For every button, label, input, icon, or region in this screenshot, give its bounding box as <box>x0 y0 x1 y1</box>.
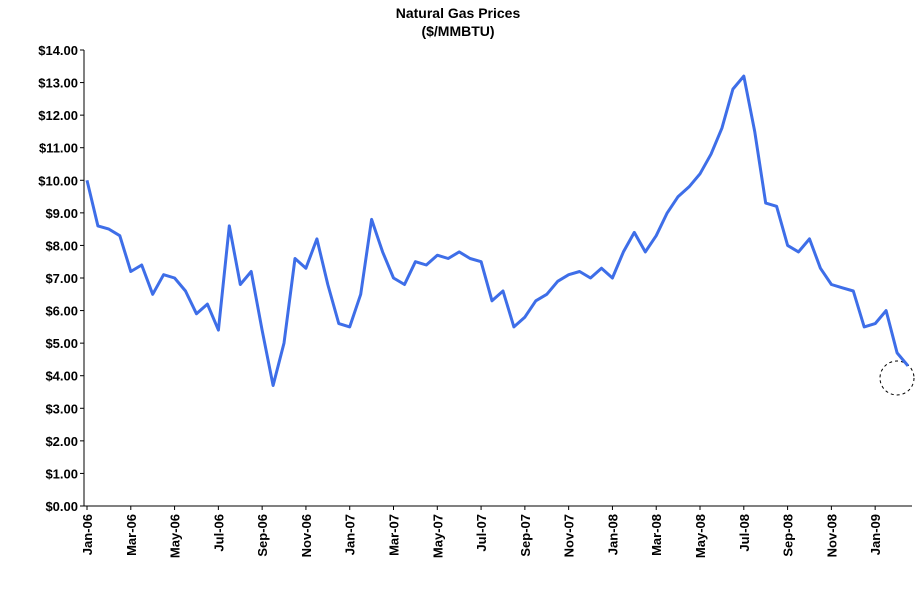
y-tick-label: $5.00 <box>45 336 78 351</box>
y-tick-label: $9.00 <box>45 206 78 221</box>
y-tick-label: $6.00 <box>45 304 78 319</box>
y-tick-label: $2.00 <box>45 434 78 449</box>
x-tick-label: May-08 <box>693 514 708 558</box>
price-line <box>85 74 910 387</box>
x-tick-label: Sep-08 <box>781 514 796 557</box>
x-tick-label: Sep-07 <box>518 514 533 557</box>
x-tick-label: Sep-06 <box>255 514 270 557</box>
chart-title: Natural Gas Prices <box>396 5 521 21</box>
x-tick-label: May-07 <box>430 514 445 558</box>
highlight-circle <box>879 360 915 396</box>
chart-subtitle: ($/MMBTU) <box>421 23 494 39</box>
y-tick-label: $3.00 <box>45 401 78 416</box>
x-tick-label: Nov-06 <box>299 514 314 557</box>
y-tick-label: $4.00 <box>45 369 78 384</box>
x-tick-label: Jul-07 <box>474 514 489 552</box>
x-tick-label: Mar-08 <box>649 514 664 556</box>
x-tick-label: Jan-07 <box>343 514 358 555</box>
y-tick-label: $0.00 <box>45 499 78 514</box>
x-tick-label: Nov-07 <box>562 514 577 557</box>
y-tick-label: $8.00 <box>45 238 78 253</box>
y-tick-label: $14.00 <box>38 43 78 58</box>
x-tick-label: Jul-08 <box>737 514 752 552</box>
y-tick-label: $10.00 <box>38 173 78 188</box>
y-tick-label: $13.00 <box>38 76 78 91</box>
x-tick-label: Jan-08 <box>605 514 620 555</box>
y-tick-label: $1.00 <box>45 466 78 481</box>
x-tick-label: Jul-06 <box>211 514 226 552</box>
y-tick-label: $7.00 <box>45 271 78 286</box>
x-tick-label: Jan-09 <box>868 514 883 555</box>
x-tick-label: May-06 <box>168 514 183 558</box>
y-tick-label: $11.00 <box>39 141 78 156</box>
x-tick-label: Jan-06 <box>80 514 95 555</box>
x-tick-label: Mar-07 <box>387 514 402 556</box>
x-tick-label: Mar-06 <box>124 514 139 556</box>
x-tick-label: Nov-08 <box>824 514 839 557</box>
y-tick-label: $12.00 <box>38 108 78 123</box>
